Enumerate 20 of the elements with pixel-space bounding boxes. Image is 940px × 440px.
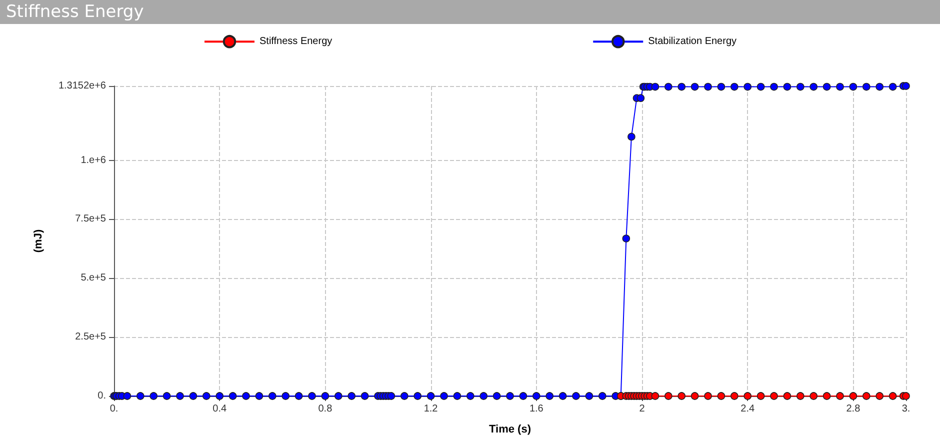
- y-tick-label: 2.5e+5: [75, 332, 106, 343]
- x-tick-label: 1.6: [529, 404, 544, 414]
- legend-label: Stabilization Energy: [648, 36, 737, 48]
- chart-title: Stiffness Energy: [0, 0, 940, 24]
- x-tick-label: 0.4: [212, 404, 227, 414]
- y-tick-label: 5.e+5: [80, 272, 106, 284]
- x-tick-label: 2.4: [740, 404, 755, 414]
- y-axis-title: (mJ): [32, 229, 44, 253]
- legend-label: Stiffness Energy: [259, 36, 332, 48]
- x-tick-label: 3.: [902, 404, 910, 414]
- x-tick-label: 2: [639, 404, 646, 414]
- y-tick-label: 1.3152e+6: [58, 80, 106, 92]
- x-tick-label: 2.8: [846, 404, 861, 414]
- x-axis-title: Time (s): [489, 424, 532, 436]
- x-tick-label: 1.2: [424, 404, 438, 414]
- y-tick-label: 1.e+6: [80, 154, 106, 166]
- y-tick-label: 0.: [98, 390, 106, 402]
- x-tick-label: 0.8: [318, 404, 333, 414]
- y-tick-label: 7.5e+5: [75, 214, 106, 225]
- x-tick-label: 0.: [110, 404, 118, 414]
